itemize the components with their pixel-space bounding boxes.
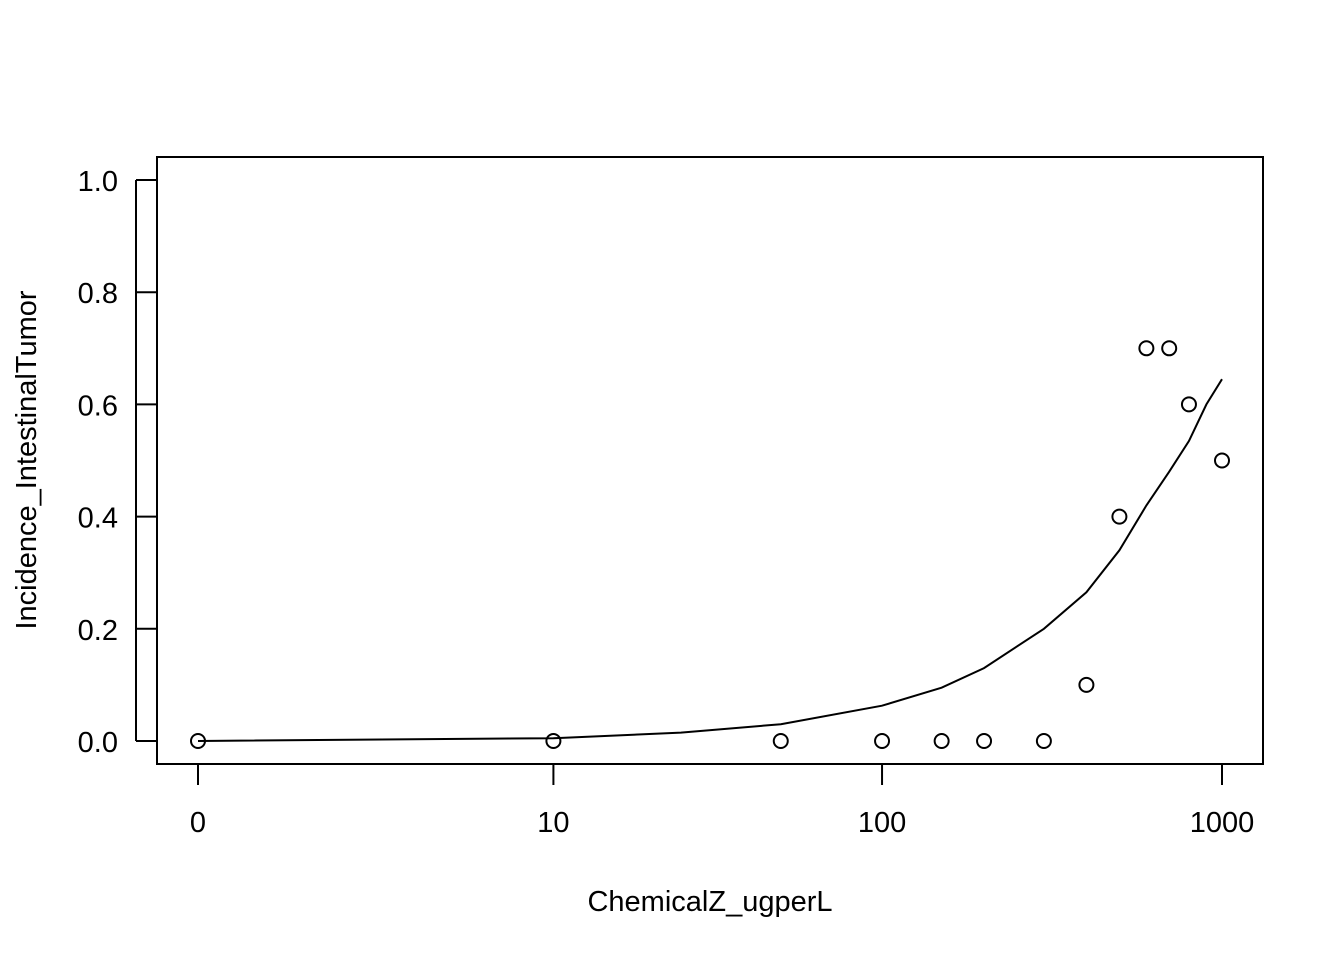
data-point	[1214, 452, 1230, 469]
data-point	[933, 733, 950, 749]
y-tick-label: 0.8	[78, 278, 118, 310]
data-points	[190, 340, 1230, 749]
data-point	[1161, 340, 1178, 357]
x-tick-label: 0	[190, 807, 206, 839]
x-axis: 0 10 100 1000	[190, 763, 1255, 839]
data-point	[1035, 733, 1052, 749]
y-axis: 0.0 0.2 0.4 0.6 0.8 1.0	[78, 166, 157, 759]
data-point	[190, 733, 206, 749]
data-point	[772, 733, 789, 749]
y-axis-title: Incidence_IntestinalTumor	[11, 290, 43, 629]
data-point	[976, 733, 993, 749]
data-point	[545, 733, 562, 749]
data-point	[1111, 508, 1128, 525]
data-point	[874, 733, 891, 749]
x-axis-title: ChemicalZ_ugperL	[587, 886, 832, 918]
y-tick-label: 0.4	[78, 503, 118, 535]
fitted-curve	[197, 378, 1223, 742]
data-point	[1078, 676, 1095, 693]
y-tick-label: 0.6	[78, 390, 118, 422]
x-tick-label: 1000	[1190, 807, 1255, 839]
plot-frame	[156, 156, 1264, 765]
data-point	[1138, 340, 1155, 357]
data-point	[1180, 396, 1197, 413]
y-tick-label: 0.2	[78, 615, 118, 647]
x-tick-label: 10	[537, 807, 569, 839]
y-tick-label: 0.0	[78, 727, 118, 759]
y-tick-label: 1.0	[78, 166, 118, 198]
x-tick-label: 100	[858, 807, 906, 839]
